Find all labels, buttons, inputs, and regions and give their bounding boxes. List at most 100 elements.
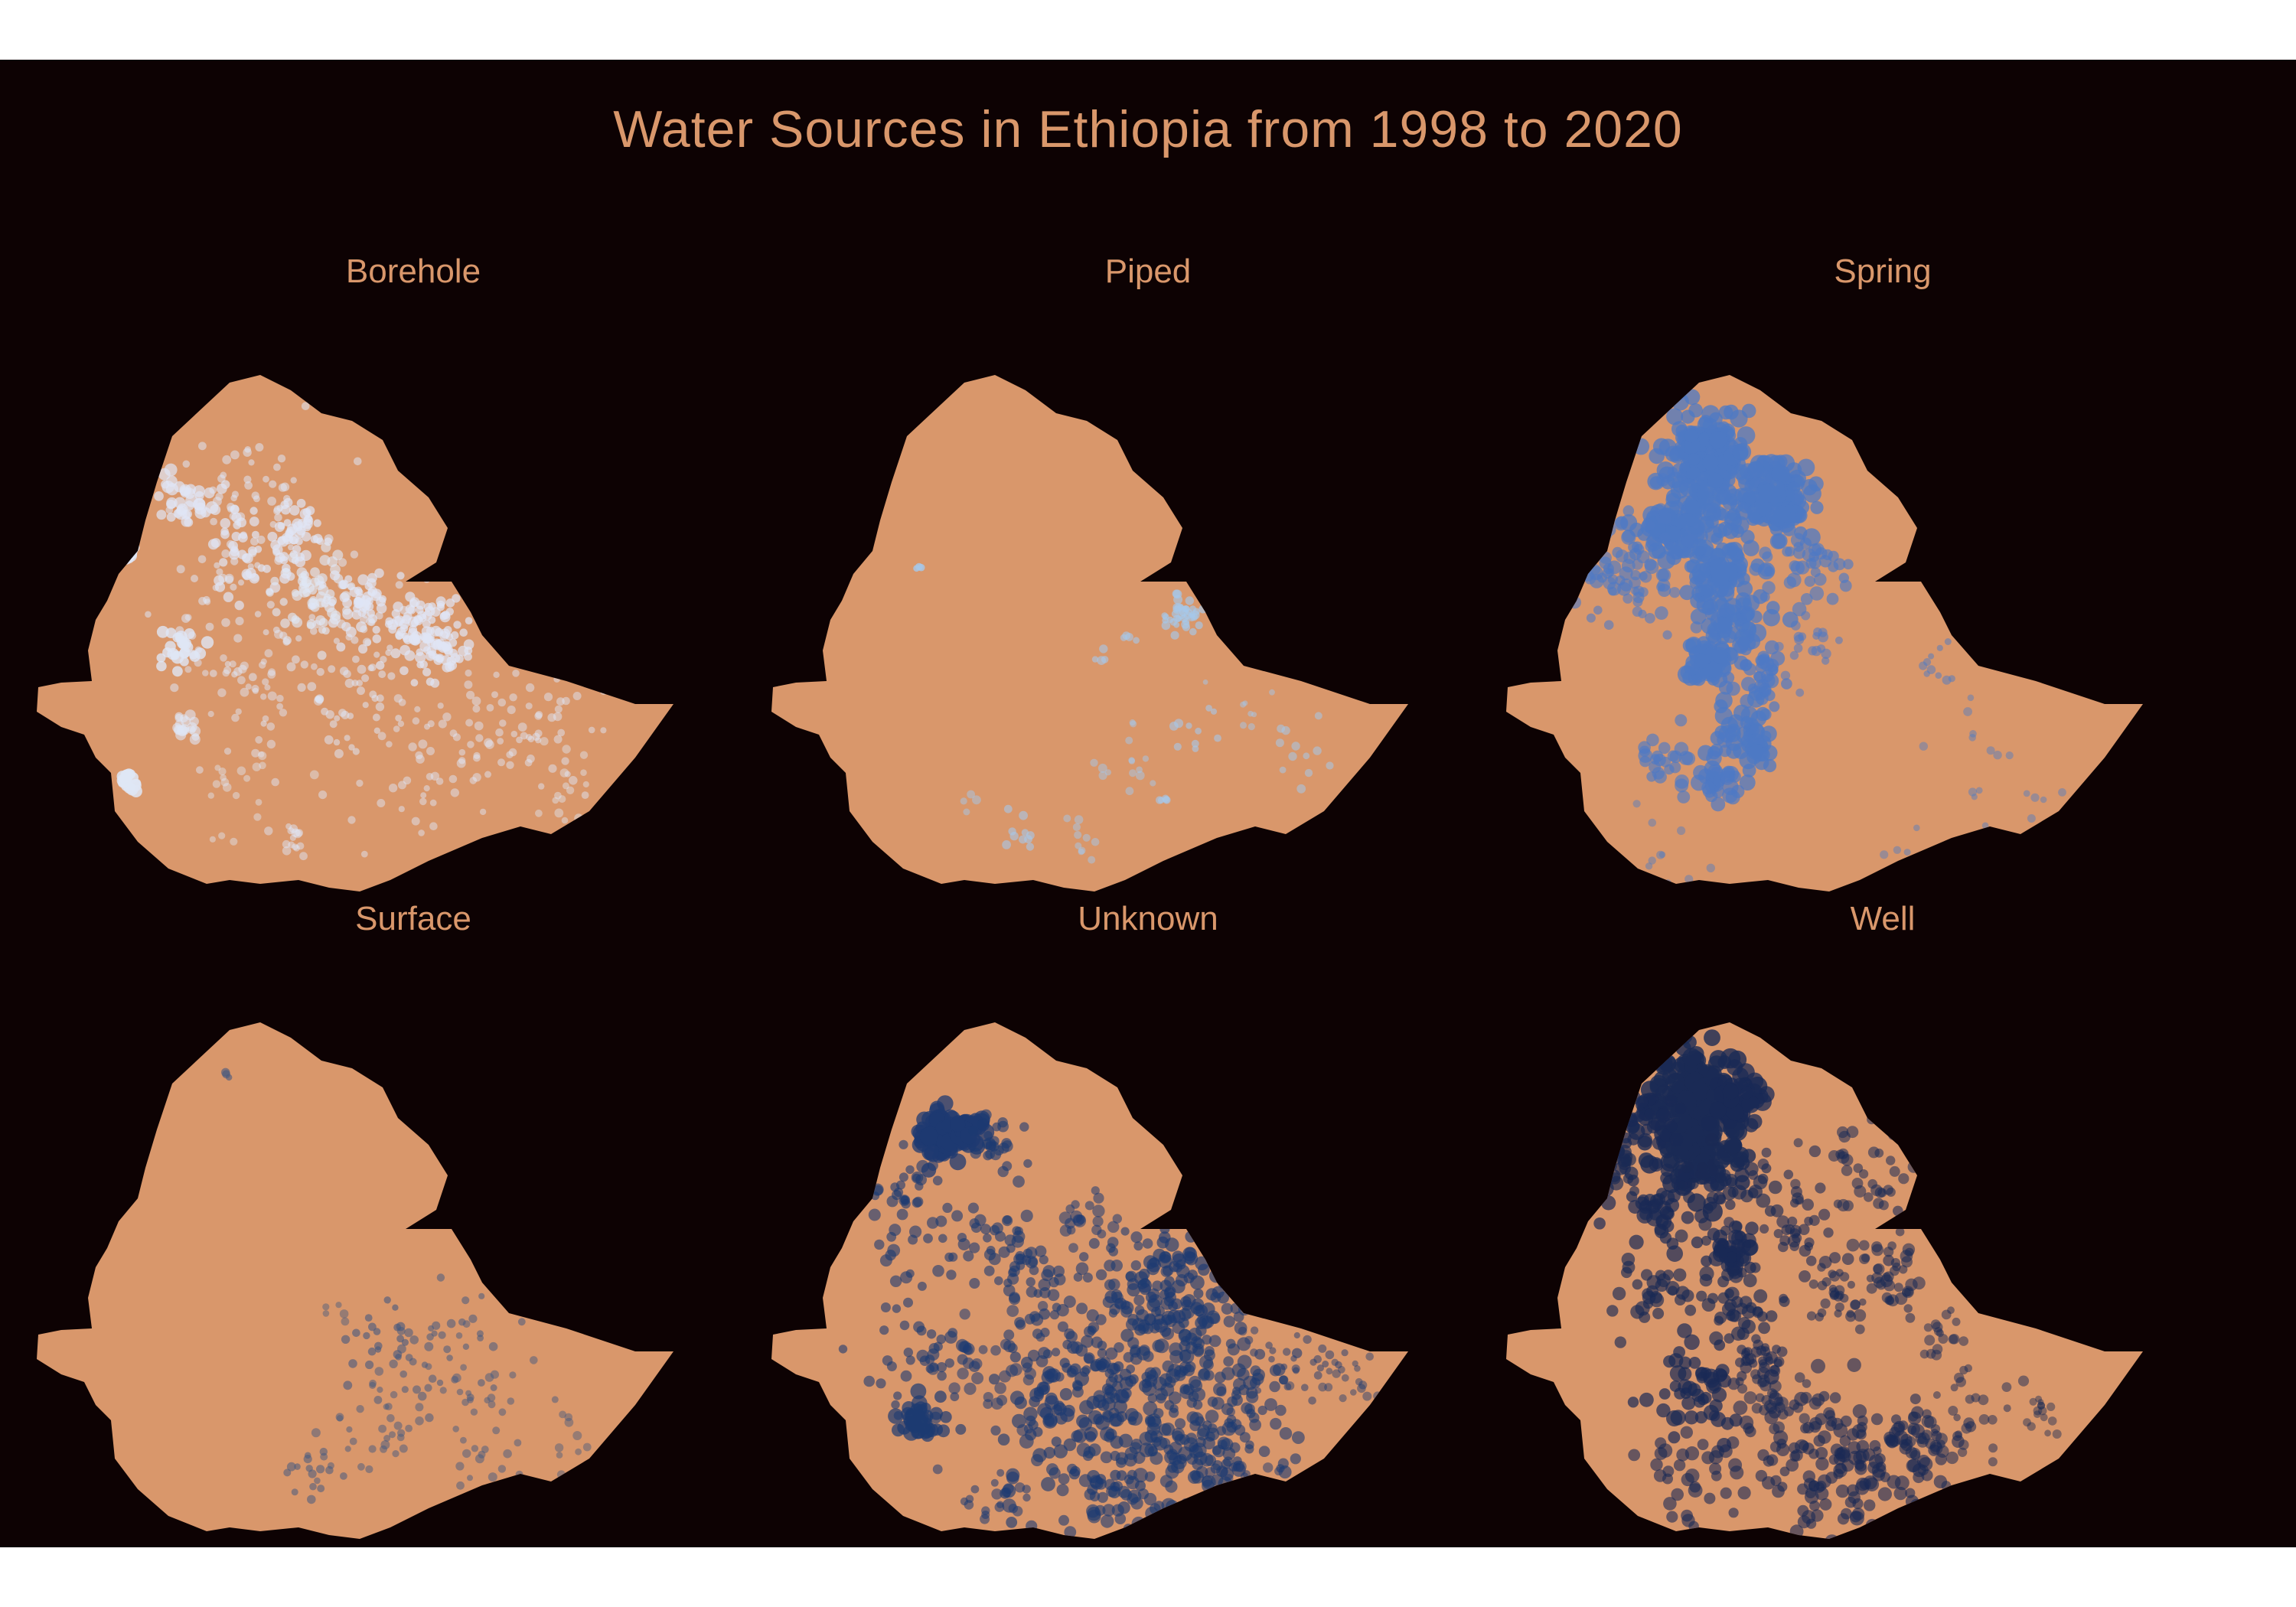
water-point xyxy=(1133,637,1140,644)
water-point xyxy=(1270,1417,1282,1430)
water-point xyxy=(216,568,223,575)
water-point xyxy=(1006,1472,1019,1485)
water-point xyxy=(1076,1442,1091,1457)
water-point xyxy=(1580,500,1591,511)
water-point xyxy=(1893,1205,1903,1217)
water-point xyxy=(1260,1499,1268,1508)
water-point xyxy=(1967,694,1975,702)
water-point xyxy=(1792,1402,1804,1413)
water-point xyxy=(290,477,297,484)
water-point xyxy=(242,571,252,581)
water-point xyxy=(2038,1407,2047,1416)
water-point xyxy=(1150,780,1156,787)
water-point xyxy=(1041,1477,1055,1491)
water-point xyxy=(892,1304,902,1313)
water-point xyxy=(1961,1423,1972,1434)
water-point xyxy=(1231,1494,1242,1505)
water-point xyxy=(1606,1160,1617,1172)
water-point xyxy=(375,611,383,620)
water-point xyxy=(2027,814,2036,823)
water-point xyxy=(479,808,487,816)
water-point xyxy=(1029,1265,1039,1276)
water-point xyxy=(558,795,566,804)
water-point xyxy=(1118,1433,1133,1448)
water-point xyxy=(222,669,230,677)
water-point xyxy=(170,683,179,693)
water-point xyxy=(1152,1339,1165,1353)
water-point xyxy=(1293,1332,1300,1339)
water-point xyxy=(1716,490,1730,504)
water-point xyxy=(996,1468,1005,1477)
water-point xyxy=(1148,1294,1163,1309)
water-point xyxy=(1697,1439,1709,1450)
water-point xyxy=(1959,1365,1968,1375)
water-point xyxy=(871,1183,884,1196)
water-point xyxy=(1802,1470,1815,1483)
water-point xyxy=(1753,1289,1768,1303)
water-point xyxy=(1567,523,1579,534)
water-point xyxy=(1893,846,1902,854)
water-point xyxy=(218,832,226,839)
water-point xyxy=(1002,840,1011,849)
water-point xyxy=(373,727,380,734)
water-point xyxy=(1003,1329,1015,1341)
water-point xyxy=(317,650,327,660)
water-point xyxy=(1688,1521,1699,1532)
water-point xyxy=(1161,1310,1176,1325)
water-point xyxy=(996,1394,1008,1406)
water-point xyxy=(990,1345,1001,1356)
water-point xyxy=(1949,1334,1960,1345)
water-point xyxy=(1727,1059,1743,1076)
water-point xyxy=(1326,1367,1333,1375)
water-point xyxy=(377,1387,383,1393)
water-point xyxy=(429,799,437,807)
water-point xyxy=(1199,605,1208,614)
water-point xyxy=(1808,646,1818,656)
water-point xyxy=(1635,1301,1650,1316)
water-point xyxy=(1724,1217,1735,1228)
water-point xyxy=(1629,1234,1644,1250)
water-point xyxy=(346,1426,353,1433)
water-point xyxy=(1888,1129,1898,1140)
water-point xyxy=(485,740,494,749)
water-point xyxy=(1058,1473,1070,1485)
water-point xyxy=(1771,464,1790,484)
water-point xyxy=(1795,688,1805,697)
water-point xyxy=(1199,1354,1213,1369)
water-point xyxy=(535,809,543,817)
water-point xyxy=(1758,484,1776,503)
water-point xyxy=(1251,1372,1264,1385)
water-point xyxy=(1231,1500,1241,1510)
water-point xyxy=(329,720,338,729)
water-point xyxy=(1236,1264,1251,1279)
water-point xyxy=(963,1250,974,1262)
water-point xyxy=(1170,631,1179,640)
water-point xyxy=(1701,1116,1717,1132)
water-point xyxy=(460,1436,467,1444)
water-point xyxy=(1013,1175,1025,1188)
water-point xyxy=(411,817,420,826)
water-point xyxy=(2050,840,2059,849)
water-point xyxy=(120,537,133,549)
water-point xyxy=(1733,1400,1748,1415)
water-point xyxy=(1176,1259,1186,1270)
water-point xyxy=(260,693,267,700)
water-point xyxy=(566,786,575,794)
water-point xyxy=(424,723,430,730)
borehole-points xyxy=(113,402,610,861)
water-point xyxy=(255,799,263,806)
water-point xyxy=(991,1222,1003,1234)
water-point xyxy=(1642,1290,1656,1305)
water-point xyxy=(229,660,236,668)
water-point xyxy=(1202,679,1208,685)
water-point xyxy=(1247,723,1255,731)
water-point xyxy=(1745,1353,1756,1365)
water-point xyxy=(1790,621,1801,631)
water-point xyxy=(1322,1361,1329,1367)
water-point xyxy=(1669,1133,1684,1147)
water-point xyxy=(1826,592,1839,605)
water-point xyxy=(2037,1399,2044,1406)
water-point xyxy=(1606,1305,1619,1317)
water-point xyxy=(1632,800,1641,808)
water-point xyxy=(310,627,318,635)
